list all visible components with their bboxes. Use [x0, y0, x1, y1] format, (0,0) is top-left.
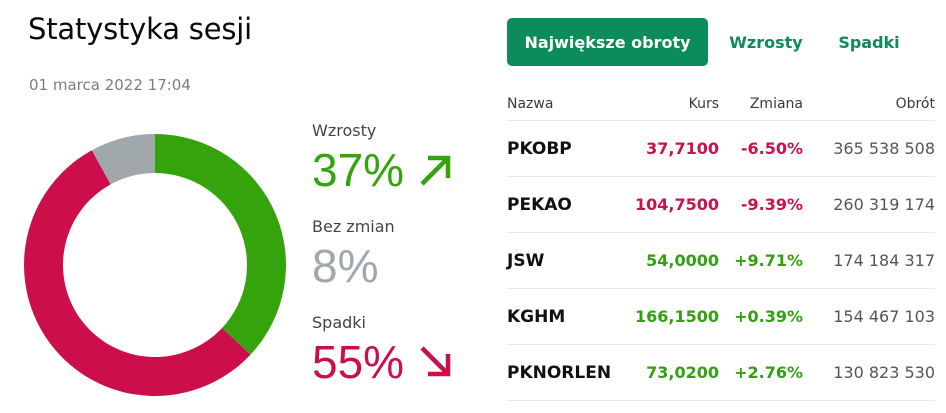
stock-change: +9.71%: [734, 251, 803, 270]
arrow-down-right-icon: [420, 346, 451, 377]
tab-najwieksze-obroty[interactable]: Największe obroty: [507, 18, 708, 66]
stock-change: -9.39%: [740, 195, 803, 214]
stocks-table: Nazwa Kurs Zmiana Obrót PKOBP 37,7100 -6…: [507, 88, 935, 401]
stat-up-value: 37%: [312, 144, 405, 196]
stock-price: 166,1500: [634, 307, 719, 326]
stock-change: -6.50%: [740, 139, 803, 158]
stock-volume: 130 823 530: [833, 363, 935, 382]
tab-wzrosty[interactable]: Wzrosty: [729, 32, 803, 52]
session-stats: Wzrosty 37% Bez zmian 8% Spadki 55%: [312, 120, 482, 390]
stock-volume: 260 319 174: [833, 195, 935, 214]
stock-change: +0.39%: [734, 307, 803, 326]
table-row[interactable]: PEKAO 104,7500 -9.39% 260 319 174: [507, 177, 935, 233]
session-donut-chart: [24, 134, 286, 396]
stock-change: +2.76%: [734, 363, 803, 382]
stock-name[interactable]: JSW: [507, 250, 545, 271]
table-row[interactable]: JSW 54,0000 +9.71% 174 184 317: [507, 233, 935, 289]
table-row[interactable]: KGHM 166,1500 +0.39% 154 467 103: [507, 289, 935, 345]
donut-segment-spadki: [24, 150, 251, 396]
stock-price: 37,7100: [646, 139, 719, 158]
session-date: 01 marca 2022 17:04: [29, 76, 191, 94]
stat-down-label: Spadki: [312, 313, 366, 332]
stat-up: Wzrosty 37%: [312, 120, 482, 198]
stock-price: 104,7500: [634, 195, 719, 214]
table-header: Nazwa Kurs Zmiana Obrót: [507, 88, 935, 121]
donut-segment-bez-zmian: [91, 134, 155, 185]
stock-name[interactable]: KGHM: [507, 306, 566, 327]
table-row[interactable]: PKOBP 37,7100 -6.50% 365 538 508: [507, 121, 935, 177]
page-title: Statystyka sesji: [28, 12, 252, 46]
stock-price: 54,0000: [646, 251, 719, 270]
donut-segment-wzrosty: [155, 134, 286, 355]
col-header-price: Kurs: [688, 96, 719, 112]
stat-down: Spadki 55%: [312, 312, 482, 390]
stock-name[interactable]: PKNORLEN: [507, 362, 612, 383]
stat-flat-label: Bez zmian: [312, 217, 395, 236]
arrow-up-right-icon: [420, 155, 451, 186]
stat-up-label: Wzrosty: [312, 121, 377, 140]
col-header-name: Nazwa: [507, 96, 554, 112]
stock-volume: 365 538 508: [833, 139, 935, 158]
stock-name[interactable]: PEKAO: [507, 194, 572, 215]
table-row[interactable]: PKNORLEN 73,0200 +2.76% 130 823 530: [507, 345, 935, 401]
col-header-change: Zmiana: [749, 96, 803, 112]
stock-volume: 154 467 103: [833, 307, 935, 326]
stat-flat: Bez zmian 8%: [312, 216, 482, 294]
stock-name[interactable]: PKOBP: [507, 138, 572, 159]
stat-flat-value: 8%: [312, 240, 379, 292]
stock-volume: 174 184 317: [833, 251, 935, 270]
stat-down-value: 55%: [312, 336, 405, 388]
tab-spadki[interactable]: Spadki: [838, 32, 900, 52]
col-header-volume: Obrót: [895, 96, 935, 112]
stock-price: 73,0200: [646, 363, 719, 382]
ranking-tabs: Największe obroty Wzrosty Spadki: [507, 18, 914, 66]
